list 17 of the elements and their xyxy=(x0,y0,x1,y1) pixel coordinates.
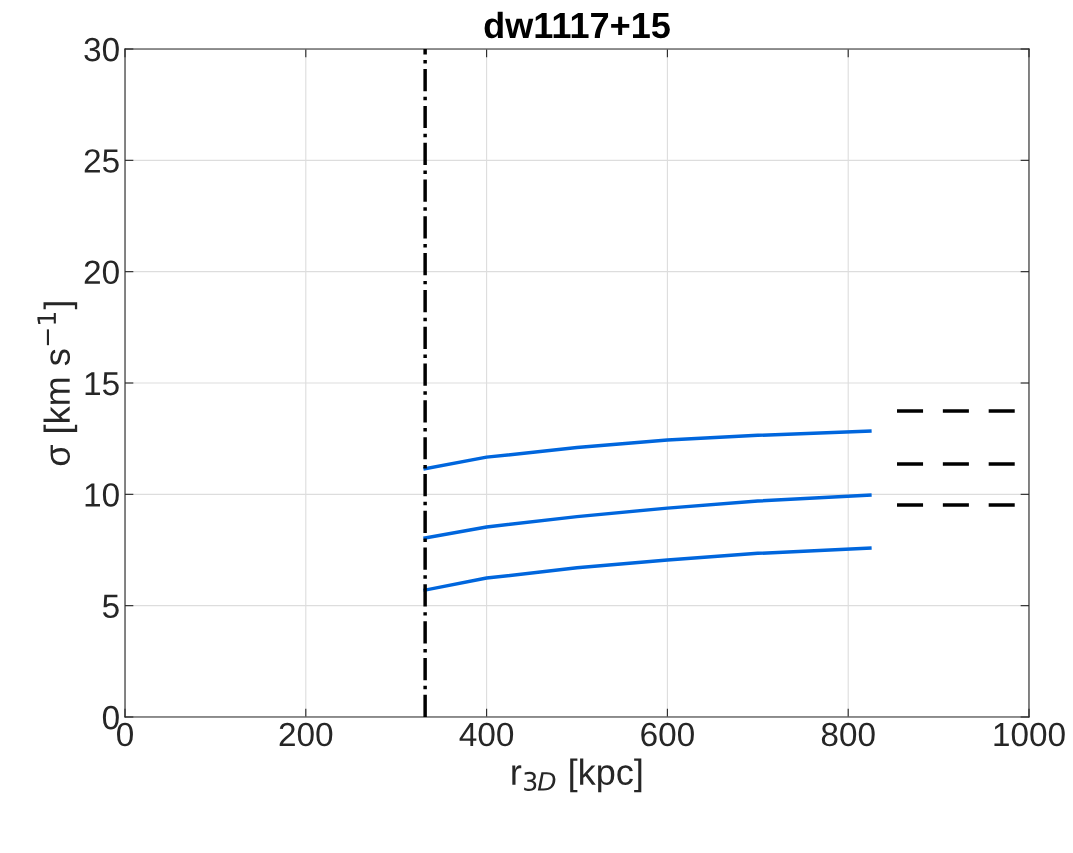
line-series xyxy=(423,493,872,540)
chart-title: dw1117+15 xyxy=(484,11,670,39)
x-tick-label: 600 xyxy=(641,722,694,747)
y-tick-label: 10 xyxy=(85,483,119,507)
x-tick-label: 200 xyxy=(279,722,333,747)
x-axis-title: r$_{3D}$ [kpc] xyxy=(512,758,642,793)
x-tick-label: 800 xyxy=(821,722,875,747)
y-tick-label: 0 xyxy=(102,705,119,730)
line-series xyxy=(423,429,872,471)
y-tick-label: 5 xyxy=(102,594,119,619)
x-tick-label: 400 xyxy=(459,722,514,747)
y-tick-label: 25 xyxy=(84,149,119,173)
y-tick-label: 30 xyxy=(84,37,119,62)
y-axis-title: σ [km s$^{−1}$] xyxy=(37,302,78,466)
x-tick-label: 1000 xyxy=(994,722,1065,747)
y-tick-label: 20 xyxy=(84,260,119,285)
y-tick-label: 15 xyxy=(85,372,119,396)
